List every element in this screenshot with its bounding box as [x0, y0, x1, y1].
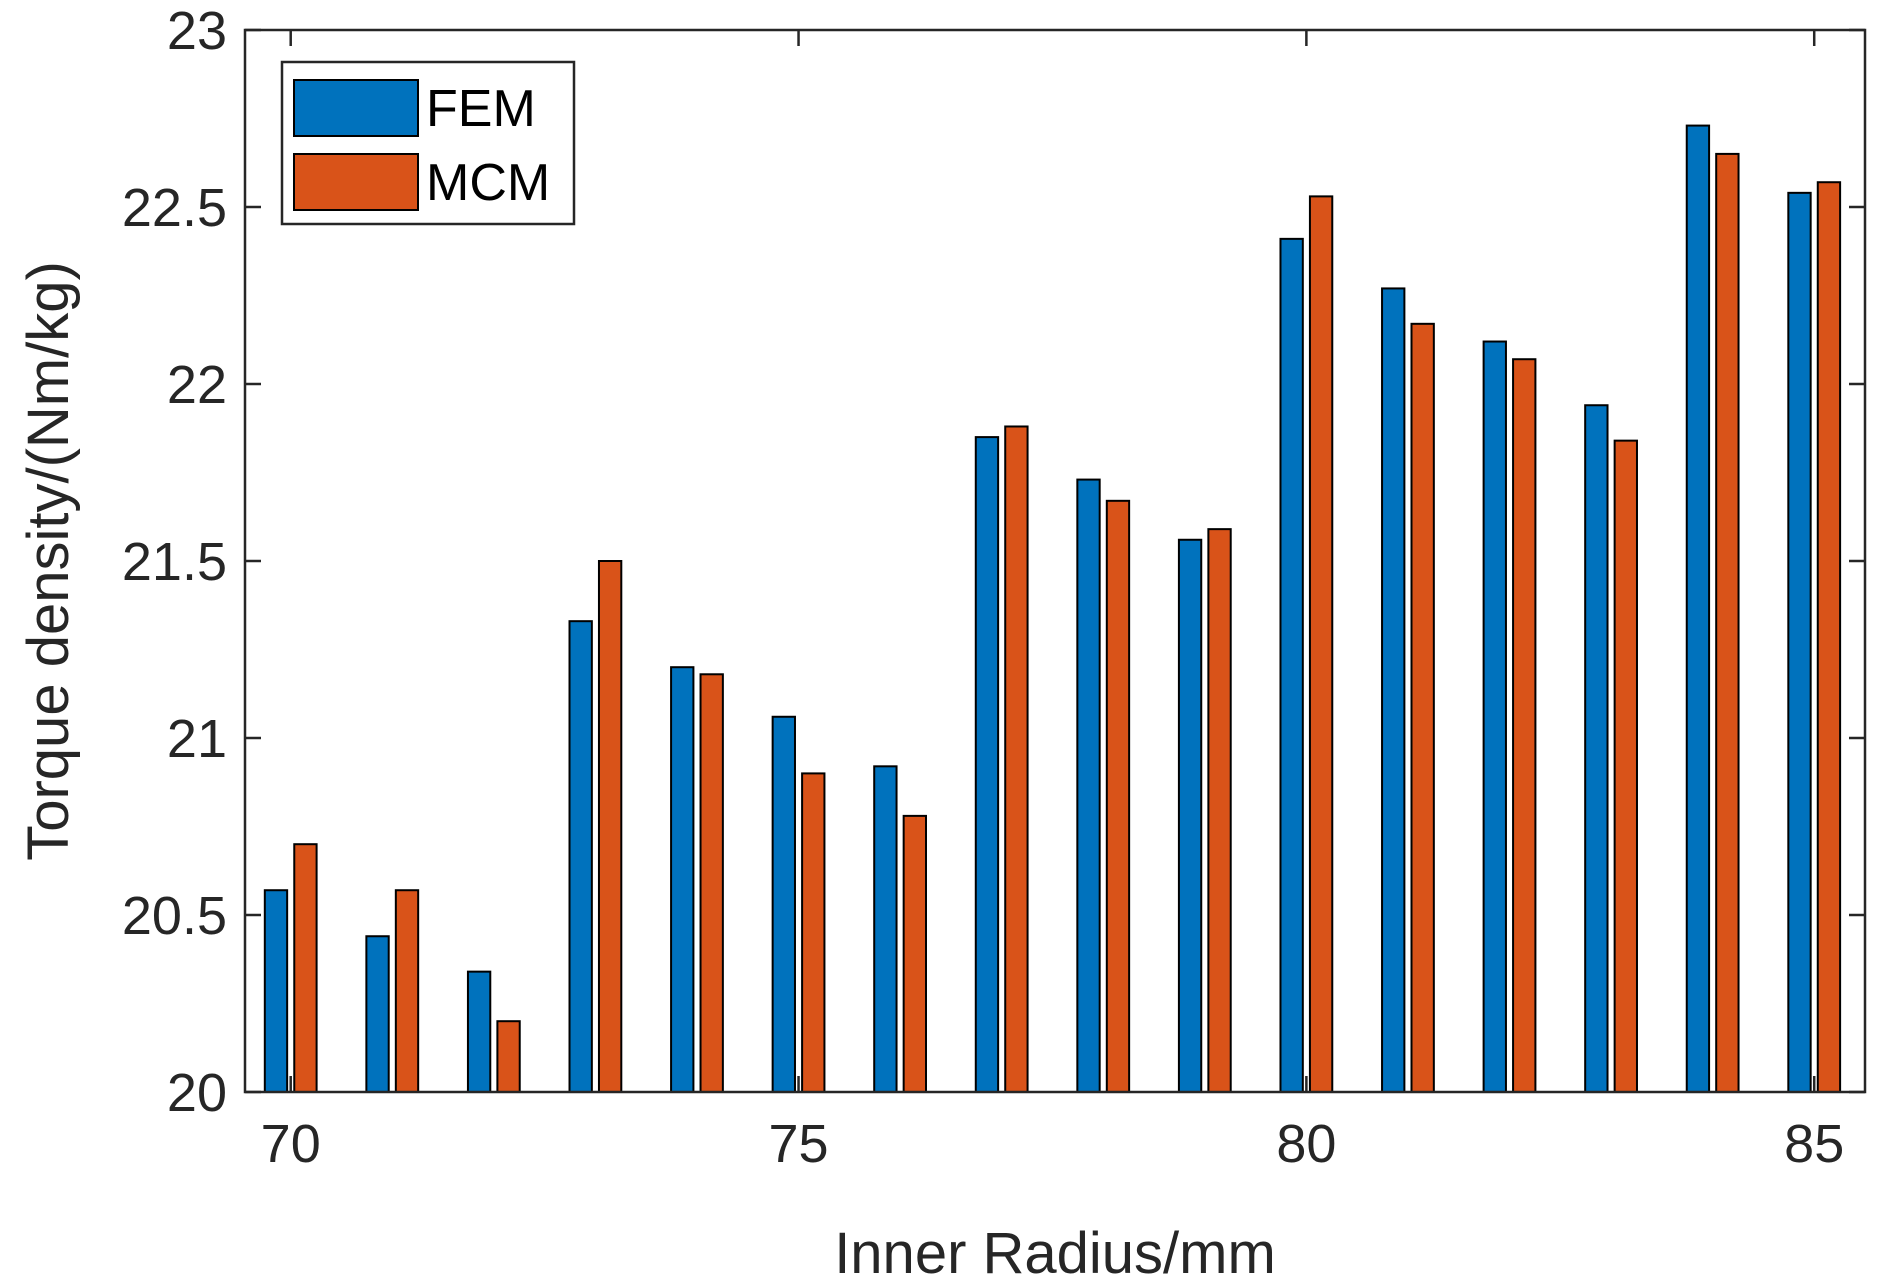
legend-label-fem: FEM: [426, 80, 536, 138]
bars-layer: [263, 124, 1842, 1094]
bar-mcm-80: [1308, 195, 1334, 1093]
bar-mcm-84: [1715, 152, 1740, 1093]
y-tick-label: 23: [167, 1, 227, 61]
axes-layer: [243, 28, 1867, 1094]
bar-mcm-79: [1207, 528, 1232, 1093]
bar-mcm-83: [1613, 439, 1638, 1093]
x-tick-label: 75: [769, 1114, 829, 1174]
bar-mcm-85: [1816, 181, 1842, 1094]
bar-fem-85: [1787, 191, 1812, 1093]
bar-fem-78: [1076, 478, 1101, 1093]
y-tick-label: 20: [167, 1063, 227, 1123]
bar-fem-83: [1584, 404, 1609, 1093]
bar-mcm-74: [699, 673, 724, 1094]
bar-fem-82: [1482, 340, 1507, 1093]
bar-mcm-81: [1410, 322, 1435, 1093]
x-tick-label: 80: [1276, 1114, 1336, 1174]
y-axis-title: Torque density/(Nm/kg): [16, 261, 81, 861]
y-tick-label: 22.5: [122, 178, 227, 238]
y-tick-label: 22: [167, 355, 227, 415]
bar-mcm-75: [801, 772, 826, 1094]
bar-mcm-82: [1512, 358, 1537, 1094]
bar-fem-80: [1279, 237, 1304, 1094]
legend-swatch-mcm: [293, 153, 419, 211]
y-tick-label: 21: [167, 709, 227, 769]
bar-fem-75: [771, 715, 796, 1093]
bar-mcm-78: [1105, 499, 1131, 1093]
bar-mcm-77: [1004, 425, 1029, 1094]
legend-label-mcm: MCM: [426, 154, 550, 212]
y-tick-label: 20.5: [122, 886, 227, 946]
bar-fem-81: [1381, 287, 1406, 1094]
bar-mcm-76: [902, 814, 927, 1093]
bar-fem-74: [670, 666, 695, 1093]
axis-labels: 70 75 80 85 20 20.5 21 21.5 22 22.5 23 Inner Radius…: [16, 1, 1844, 1285]
bar-fem-77: [974, 436, 1000, 1094]
bar-fem-79: [1177, 538, 1203, 1093]
legend: FEM MCM: [280, 60, 576, 226]
bar-mcm-71: [394, 889, 420, 1093]
legend-swatch-fem: [293, 79, 419, 137]
bar-fem-72: [466, 970, 492, 1094]
bar-fem-70: [263, 889, 289, 1093]
bar-mcm-72: [496, 1020, 521, 1094]
x-tick-label: 70: [261, 1114, 321, 1174]
bar-mcm-73: [597, 560, 623, 1093]
bar-fem-76: [873, 765, 898, 1093]
bar-fem-73: [568, 620, 593, 1093]
y-tick-label: 21.5: [122, 532, 227, 592]
bar-mcm-70: [293, 843, 318, 1094]
x-axis-title: Inner Radius/mm: [834, 1221, 1276, 1285]
x-tick-label: 85: [1784, 1114, 1844, 1174]
bar-fem-84: [1685, 124, 1711, 1093]
bar-fem-71: [365, 935, 390, 1093]
